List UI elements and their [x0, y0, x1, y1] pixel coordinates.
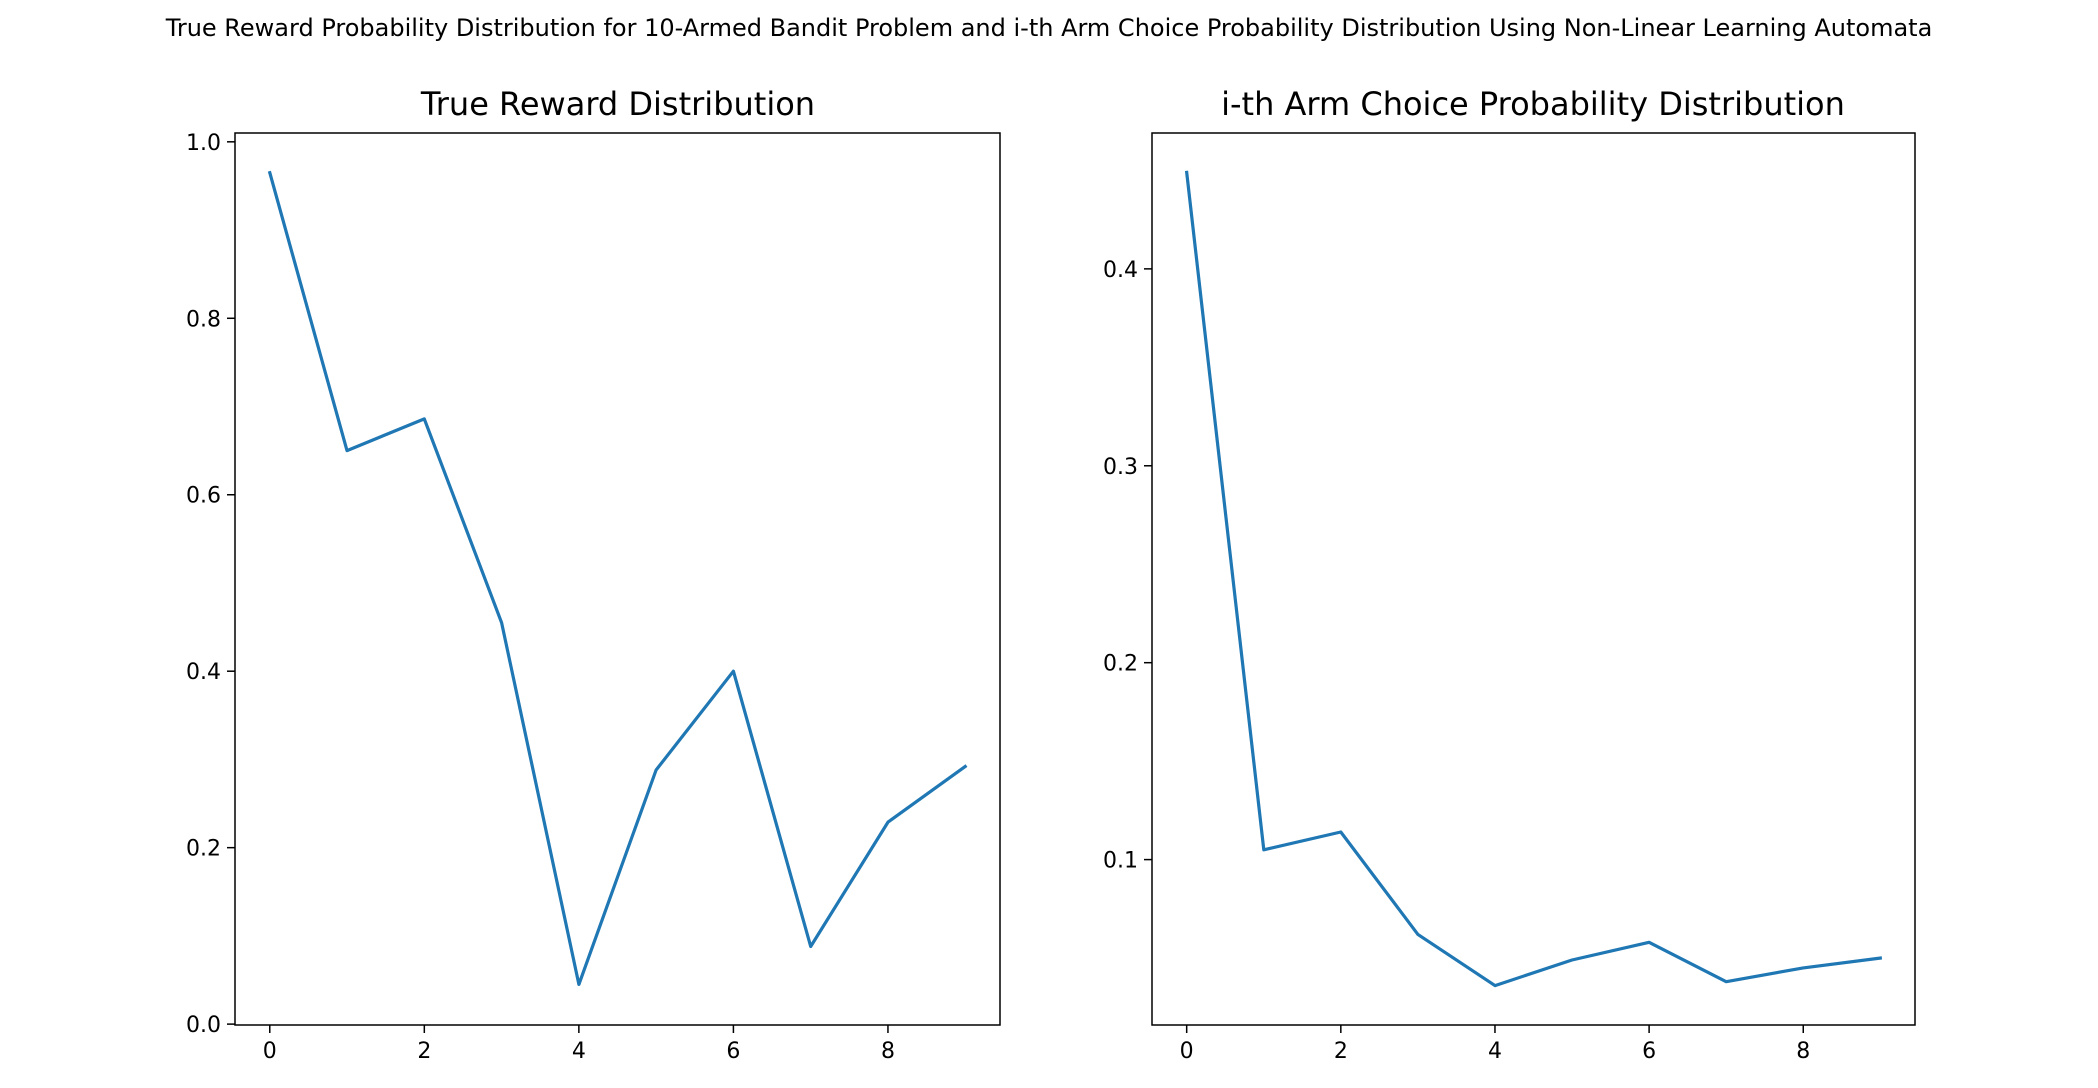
y-tick: 0.8: [186, 307, 235, 332]
y-tick-label: 1.0: [186, 131, 221, 156]
panel-title: True Reward Distribution: [420, 85, 815, 123]
x-tick: 0: [263, 1025, 277, 1064]
y-tick: 0.2: [1103, 652, 1152, 677]
x-tick-label: 2: [417, 1039, 431, 1064]
x-tick: 6: [1642, 1025, 1656, 1064]
x-tick: 8: [1796, 1025, 1810, 1064]
y-tick-label: 0.2: [186, 837, 221, 862]
y-tick: 0.3: [1103, 455, 1152, 480]
x-tick: 2: [1334, 1025, 1348, 1064]
y-tick-label: 0.8: [186, 307, 221, 332]
y-tick-label: 0.2: [1103, 652, 1138, 677]
y-tick-label: 0.1: [1103, 849, 1138, 874]
series-line: [1184, 170, 1883, 988]
axes-frame: [1151, 132, 1916, 1026]
series-line: [267, 170, 968, 987]
y-tick: 0.2: [186, 837, 235, 862]
x-tick-label: 0: [263, 1039, 277, 1064]
y-tick-label: 0.0: [186, 1013, 221, 1038]
x-tick: 0: [1180, 1025, 1194, 1064]
y-tick: 0.1: [1103, 849, 1152, 874]
x-tick-label: 8: [881, 1039, 895, 1064]
x-tick: 4: [1488, 1025, 1502, 1064]
x-tick-label: 4: [1488, 1039, 1502, 1064]
x-tick-label: 6: [1642, 1039, 1656, 1064]
x-tick-label: 0: [1180, 1039, 1194, 1064]
x-tick: 4: [572, 1025, 586, 1064]
axes-frame: [234, 132, 1001, 1026]
y-tick: 0.4: [186, 660, 235, 685]
y-tick-label: 0.6: [186, 484, 221, 509]
y-tick: 1.0: [186, 131, 235, 156]
panel-title: i-th Arm Choice Probability Distribution: [1221, 85, 1845, 123]
figure-title: True Reward Probability Distribution for…: [165, 14, 1933, 42]
y-tick: 0.0: [186, 1013, 235, 1038]
panel-arm-choice: i-th Arm Choice Probability Distribution…: [1103, 85, 1916, 1064]
x-tick: 6: [726, 1025, 740, 1064]
y-tick-label: 0.4: [1103, 258, 1138, 283]
panel-true-reward: True Reward Distribution 0 2 4 6 8 0.0 0.2 0.4 0…: [186, 85, 1001, 1064]
y-tick: 0.4: [1103, 258, 1152, 283]
x-tick-label: 2: [1334, 1039, 1348, 1064]
x-tick-label: 4: [572, 1039, 586, 1064]
x-tick-label: 8: [1796, 1039, 1810, 1064]
y-tick-label: 0.3: [1103, 455, 1138, 480]
x-tick: 2: [417, 1025, 431, 1064]
y-tick: 0.6: [186, 484, 235, 509]
y-tick-label: 0.4: [186, 660, 221, 685]
x-tick-label: 6: [726, 1039, 740, 1064]
x-tick: 8: [881, 1025, 895, 1064]
